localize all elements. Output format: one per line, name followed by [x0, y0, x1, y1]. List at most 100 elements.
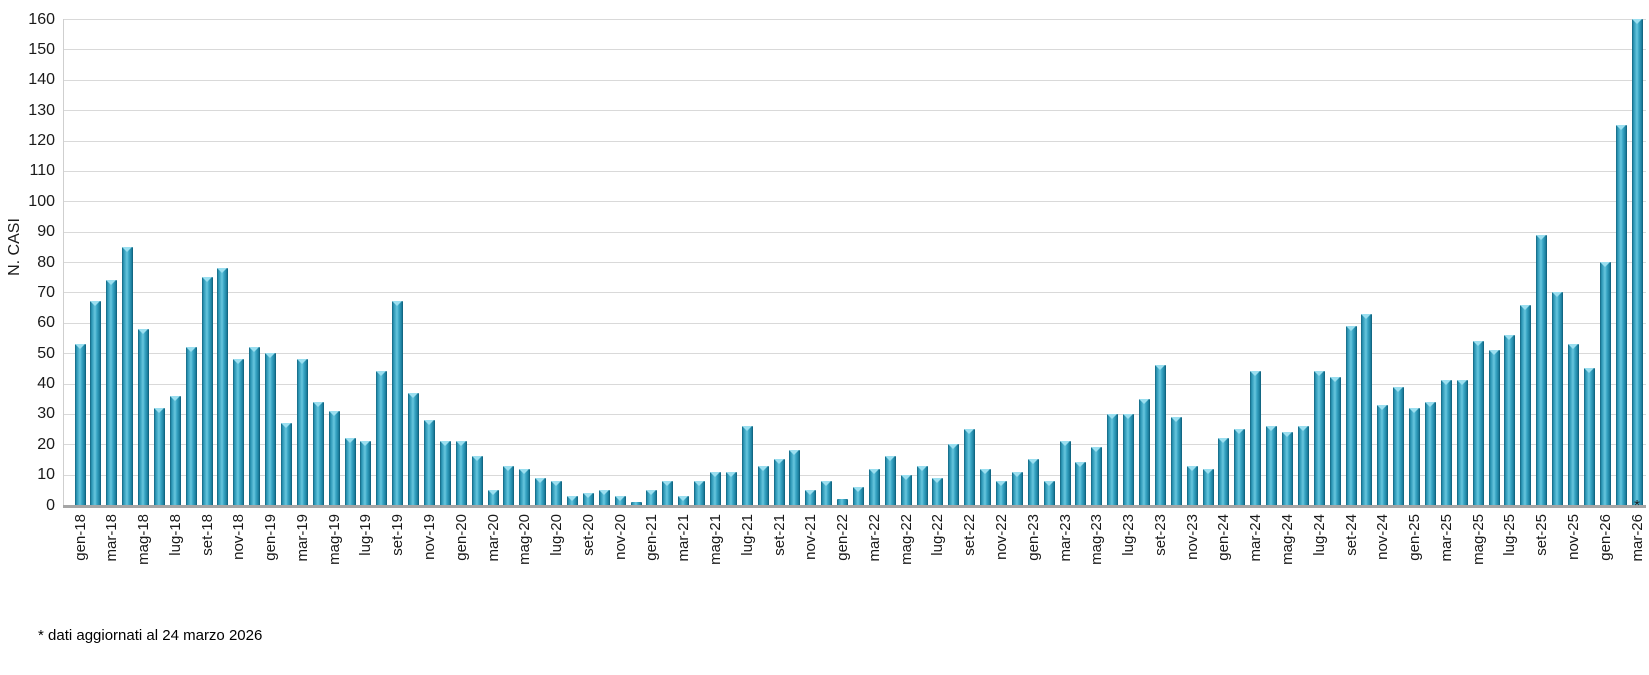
bar-top-bevel: [980, 468, 991, 474]
bar-ott-20: [598, 489, 610, 505]
bar-top-bevel: [1472, 340, 1483, 346]
bar-feb-24: [1234, 429, 1246, 505]
x-tick-label: lug-21: [738, 514, 756, 556]
bar-feb-19: [281, 422, 293, 505]
bar-ott-23: [1170, 416, 1182, 505]
gridline: [63, 292, 1646, 294]
bar-dic-22: [1011, 471, 1023, 505]
bar-top-bevel: [1138, 398, 1149, 404]
gridline: [63, 322, 1646, 324]
bar-feb-25: [1424, 401, 1436, 505]
bar-feb-20: [471, 456, 483, 505]
x-tick-label: mar-26: [1628, 514, 1646, 562]
bar-top-bevel: [344, 438, 355, 444]
bar-giu-24: [1297, 426, 1309, 505]
bar-top-bevel: [884, 456, 895, 462]
bar-apr-18: [122, 246, 134, 505]
bar-top-bevel: [900, 474, 911, 480]
bar-set-20: [582, 492, 594, 505]
bar-ago-23: [1138, 398, 1150, 505]
bar-top-bevel: [582, 492, 593, 498]
bar-top-bevel: [122, 246, 133, 252]
bar-top-bevel: [1011, 471, 1022, 477]
bar-top-bevel: [201, 277, 212, 283]
bar-top-bevel: [138, 328, 149, 334]
bar-giu-22: [916, 465, 928, 505]
bar-mag-19: [328, 410, 340, 505]
bar-lug-25: [1504, 334, 1516, 505]
y-tick-label: 80: [37, 253, 55, 271]
bar-feb-18: [90, 301, 102, 505]
bar-apr-23: [1075, 462, 1087, 505]
gridline: [63, 201, 1646, 203]
x-tick-label: mar-18: [103, 514, 121, 562]
bar-mag-21: [710, 471, 721, 505]
y-tick-label: 150: [28, 40, 55, 58]
bar-gen-25: [1409, 407, 1421, 505]
bar-mar-26: [1631, 19, 1643, 505]
bar-top-bevel: [1027, 459, 1038, 465]
bar-nov-18: [233, 359, 245, 505]
bar-top-bevel: [1123, 413, 1134, 419]
y-tick-label: 0: [46, 496, 55, 514]
bar-top-bevel: [1583, 368, 1594, 374]
bar-dic-21: [821, 480, 833, 505]
x-tick-label: mar-25: [1437, 514, 1455, 562]
bar-gen-20: [455, 441, 467, 505]
bar-top-bevel: [1170, 416, 1181, 422]
y-tick-label: 50: [37, 344, 55, 362]
bar-top-bevel: [1218, 438, 1229, 444]
bar-top-bevel: [392, 301, 403, 307]
bar-lug-22: [932, 477, 944, 505]
bar-mar-22: [868, 468, 880, 505]
bar-top-bevel: [1329, 377, 1340, 383]
bar-top-bevel: [853, 486, 863, 492]
bar-top-bevel: [74, 344, 85, 349]
bar-ago-24: [1329, 377, 1341, 505]
bar-mar-25: [1440, 380, 1452, 505]
bar-mar-19: [296, 359, 308, 505]
x-tick-label: mag-18: [135, 514, 153, 565]
bar-top-bevel: [424, 419, 435, 425]
bar-lug-24: [1313, 371, 1325, 505]
bar-top-bevel: [185, 347, 196, 353]
x-tick-label: nov-21: [802, 514, 820, 560]
bar-top-bevel: [1615, 125, 1626, 131]
gridline: [63, 140, 1646, 142]
gridline: [63, 231, 1646, 233]
bar-top-bevel: [916, 465, 927, 471]
y-axis-line: [63, 19, 64, 505]
bar-lug-20: [551, 480, 563, 505]
bar-mag-20: [519, 468, 531, 505]
bar-top-bevel: [487, 489, 498, 495]
bar-top-bevel: [1504, 334, 1515, 340]
x-tick-label: set-21: [770, 514, 788, 556]
bar-top-bevel: [662, 480, 673, 486]
x-tick-label: gen-19: [262, 514, 280, 561]
y-tick-label: 140: [28, 71, 55, 89]
bar-top-bevel: [948, 444, 959, 450]
bar-top-bevel: [169, 395, 180, 401]
x-tick-label: mag-21: [707, 514, 724, 565]
x-axis-line: [63, 505, 1646, 508]
bar-dic-25: [1583, 368, 1595, 505]
bar-top-bevel: [296, 359, 307, 365]
bar-top-bevel: [153, 407, 164, 413]
y-tick-label: 90: [37, 223, 55, 241]
bar-top-bevel: [1599, 262, 1610, 267]
bar-top-bevel: [1345, 325, 1356, 331]
bar-top-bevel: [106, 280, 117, 286]
bar-top-bevel: [805, 489, 816, 495]
bar-top-bevel: [408, 392, 419, 398]
bar-top-bevel: [773, 459, 784, 465]
y-tick-label: 20: [37, 435, 55, 453]
bar-top-bevel: [694, 480, 705, 486]
x-tick-label: mar-22: [865, 514, 883, 562]
bar-top-bevel: [1631, 19, 1642, 24]
bar-gen-24: [1218, 438, 1230, 505]
bar-nov-23: [1186, 465, 1198, 505]
bar-ott-19: [408, 392, 420, 505]
x-tick-label: set-22: [961, 514, 979, 556]
bar-top-bevel: [1202, 468, 1213, 474]
